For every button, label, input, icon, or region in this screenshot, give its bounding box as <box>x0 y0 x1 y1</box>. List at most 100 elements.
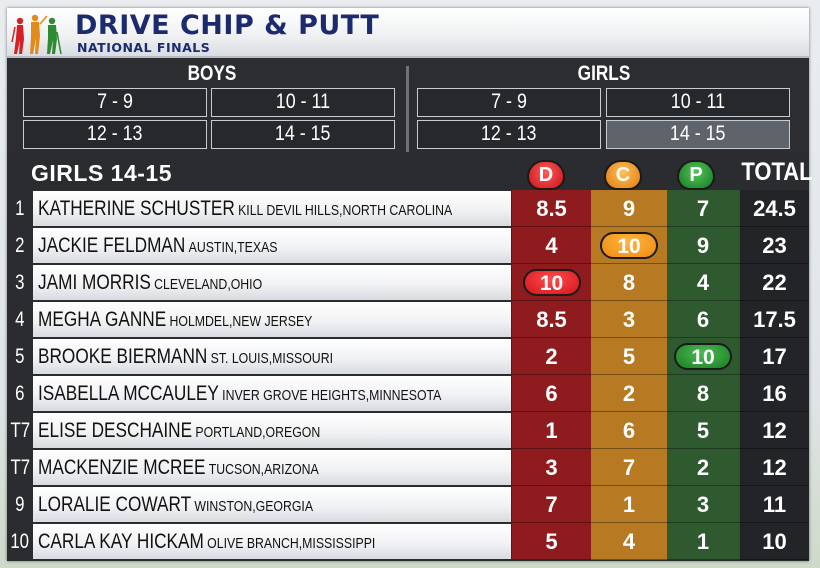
player-cell: MEGHA GANNE HOLMDEL,NEW JERSEY <box>33 302 511 337</box>
total-value: 10 <box>762 529 787 554</box>
page-title: DRIVE CHIP & PUTT <box>75 10 380 41</box>
player-cell: JACKIE FELDMAN AUSTIN,TEXAS <box>33 228 511 263</box>
rank-cell: 3 <box>7 264 33 301</box>
putt-score-cell: 4 <box>667 264 739 301</box>
player-location: HOLMDEL,NEW JERSEY <box>169 313 313 330</box>
score-value: 2 <box>545 344 558 369</box>
girls-14-15-button[interactable]: 14 - 15 <box>606 120 790 149</box>
score-value: 2 <box>622 381 636 406</box>
drive-score-cell: 5 <box>512 523 591 560</box>
total-value: 23 <box>762 233 787 258</box>
total-value: 17 <box>762 344 787 369</box>
girls-7-9-button[interactable]: 7 - 9 <box>417 88 601 117</box>
leaderboard-panel: DRIVE CHIP & PUTT NATIONAL FINALS BOYS 7… <box>7 8 813 561</box>
drive-column-badge: D <box>527 160 565 190</box>
division-nav: BOYS 7 - 9 10 - 11 12 - 13 14 - 15 GIRLS… <box>7 60 809 158</box>
putt-score-cell: 1 <box>667 523 739 560</box>
score-value: 9 <box>696 233 710 258</box>
player-location: OLIVE BRANCH,MISSISSIPPI <box>207 535 376 552</box>
best-score-badge: 10 <box>522 269 581 296</box>
rank-value: 9 <box>15 493 25 516</box>
total-value: 11 <box>762 492 787 517</box>
drive-score-cell: 2 <box>512 338 591 375</box>
girls-12-13-button[interactable]: 12 - 13 <box>417 120 601 149</box>
chip-score-cell: 3 <box>591 301 667 338</box>
table-row: 10 CARLA KAY HICKAM OLIVE BRANCH,MISSISSIP… <box>7 523 809 560</box>
boys-14-15-button[interactable]: 14 - 15 <box>211 120 395 149</box>
rank-cell: 10 <box>7 523 33 560</box>
player-cell: MACKENZIE MCREE TUCSON,ARIZONA <box>33 450 511 485</box>
player-name: MACKENZIE MCREE <box>38 456 206 479</box>
player-name: BROOKE BIERMANN <box>38 345 208 368</box>
table-row: 1 KATHERINE SCHUSTER KILL DEVIL HILLS,NORT… <box>7 190 809 227</box>
player-location: ST. LOUIS,MISSOURI <box>210 350 333 367</box>
chip-column-badge: C <box>604 160 642 190</box>
boys-group-label: BOYS <box>187 62 237 85</box>
putt-score-cell: 7 <box>667 190 739 227</box>
player-location: WINSTON,GEORGIA <box>194 498 314 515</box>
score-value: 5 <box>545 529 558 554</box>
boys-7-9-button[interactable]: 7 - 9 <box>23 88 207 117</box>
chip-score-cell: 2 <box>591 375 667 412</box>
player-name: JAMI MORRIS <box>38 271 151 294</box>
putt-column-badge: P <box>677 160 715 190</box>
score-value: 3 <box>545 455 558 480</box>
girls-group-label: GIRLS <box>577 62 631 85</box>
player-location: AUSTIN,TEXAS <box>188 239 278 256</box>
player-location: PORTLAND,OREGON <box>195 424 321 441</box>
boys-10-11-button[interactable]: 10 - 11 <box>211 88 395 117</box>
total-score-cell: 24.5 <box>739 190 809 227</box>
total-value: 12 <box>762 455 787 480</box>
total-value: 22 <box>762 270 787 295</box>
girls-10-11-button[interactable]: 10 - 11 <box>606 88 790 117</box>
player-location: KILL DEVIL HILLS,NORTH CAROLINA <box>238 202 453 219</box>
player-cell: CARLA KAY HICKAM OLIVE BRANCH,MISSISSIPPI <box>33 524 511 559</box>
table-row: 3 JAMI MORRIS CLEVELAND,OHIO 10 8 4 22 <box>7 264 809 301</box>
player-cell: LORALIE COWART WINSTON,GEORGIA <box>33 487 511 522</box>
rank-cell: 5 <box>7 338 33 375</box>
total-score-cell: 22 <box>739 264 809 301</box>
rank-value: 2 <box>15 234 25 257</box>
boys-12-13-button[interactable]: 12 - 13 <box>23 120 207 149</box>
header: DRIVE CHIP & PUTT NATIONAL FINALS <box>7 8 809 58</box>
rank-value: 1 <box>15 197 25 220</box>
rank-value: 6 <box>15 382 25 405</box>
total-score-cell: 11 <box>739 486 809 523</box>
player-name: ELISE DESCHAINE <box>38 419 193 442</box>
drive-score-cell: 1 <box>512 412 591 449</box>
table-row: T7 MACKENZIE MCREE TUCSON,ARIZONA 3 7 2 12 <box>7 449 809 486</box>
nav-divider <box>406 66 409 152</box>
drive-score-cell: 4 <box>512 227 591 264</box>
player-name: MEGHA GANNE <box>38 308 167 331</box>
score-value: 3 <box>622 307 636 332</box>
score-value: 4 <box>622 529 636 554</box>
player-cell: KATHERINE SCHUSTER KILL DEVIL HILLS,NORTH… <box>33 191 511 226</box>
table-row: 6 ISABELLA MCCAULEY INVER GROVE HEIGHTS,MI… <box>7 375 809 412</box>
player-cell: ELISE DESCHAINE PORTLAND,OREGON <box>33 413 511 448</box>
rank-cell: 9 <box>7 486 33 523</box>
score-value: 1 <box>696 529 710 554</box>
score-value: 7 <box>622 455 636 480</box>
rank-cell: 4 <box>7 301 33 338</box>
rank-cell: 2 <box>7 227 33 264</box>
table-row: 2 JACKIE FELDMAN AUSTIN,TEXAS 4 10 9 23 <box>7 227 809 264</box>
player-name: KATHERINE SCHUSTER <box>38 197 235 220</box>
player-name: LORALIE COWART <box>38 493 192 516</box>
table-row: 9 LORALIE COWART WINSTON,GEORGIA 7 1 3 11 <box>7 486 809 523</box>
score-value: 2 <box>696 455 710 480</box>
score-value: 3 <box>696 492 710 517</box>
total-value: 17.5 <box>753 307 796 332</box>
player-location: INVER GROVE HEIGHTS,MINNESOTA <box>222 387 442 404</box>
player-cell: BROOKE BIERMANN ST. LOUIS,MISSOURI <box>33 339 511 374</box>
player-location: CLEVELAND,OHIO <box>154 276 263 293</box>
drive-score-cell: 7 <box>512 486 591 523</box>
player-name: JACKIE FELDMAN <box>38 234 186 257</box>
drive-score-cell: 10 <box>512 264 591 301</box>
score-value: 6 <box>696 307 710 332</box>
chip-score-cell: 5 <box>591 338 667 375</box>
putt-score-cell: 5 <box>667 412 739 449</box>
chip-score-cell: 8 <box>591 264 667 301</box>
score-value: 1 <box>545 418 558 443</box>
rank-cell: T7 <box>7 449 33 486</box>
putt-score-cell: 6 <box>667 301 739 338</box>
